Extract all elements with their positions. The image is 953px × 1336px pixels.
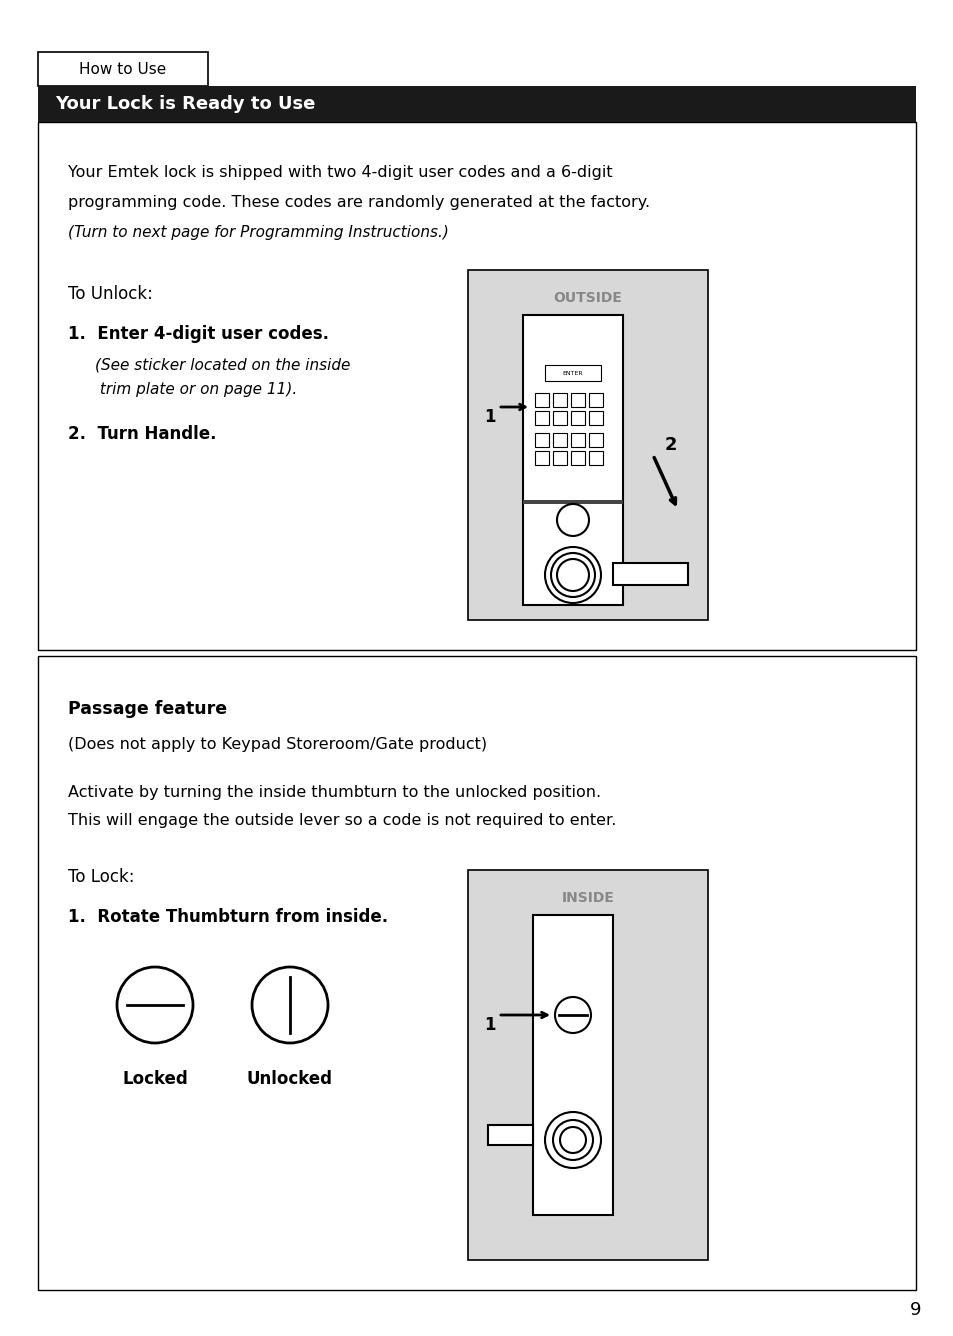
Text: OUTSIDE: OUTSIDE	[553, 291, 621, 305]
Circle shape	[252, 967, 328, 1043]
Circle shape	[557, 504, 588, 536]
Bar	[571, 411, 584, 425]
Circle shape	[551, 553, 595, 597]
Text: Activate by turning the inside thumbturn to the unlocked position.: Activate by turning the inside thumbturn…	[68, 786, 600, 800]
Bar	[544, 365, 600, 381]
Bar	[535, 393, 548, 407]
Text: (Turn to next page for Programming Instructions.): (Turn to next page for Programming Instr…	[68, 224, 449, 240]
Circle shape	[559, 1128, 585, 1153]
Bar	[522, 315, 622, 605]
Bar	[38, 656, 915, 1291]
Bar	[553, 433, 566, 448]
Text: To Unlock:: To Unlock:	[68, 285, 152, 303]
Text: 1: 1	[484, 407, 496, 426]
Bar	[571, 393, 584, 407]
Bar	[488, 1125, 533, 1145]
Bar	[553, 452, 566, 465]
Text: Locked: Locked	[122, 1070, 188, 1088]
Circle shape	[555, 997, 590, 1033]
Text: 1.  Rotate Thumbturn from inside.: 1. Rotate Thumbturn from inside.	[68, 908, 388, 926]
Bar	[613, 562, 687, 585]
Bar	[588, 411, 602, 425]
Bar	[535, 411, 548, 425]
Bar	[571, 452, 584, 465]
Bar	[533, 915, 613, 1214]
Bar	[588, 393, 602, 407]
Bar	[553, 393, 566, 407]
Circle shape	[117, 967, 193, 1043]
Bar	[38, 52, 208, 86]
Text: 2.  Turn Handle.: 2. Turn Handle.	[68, 425, 216, 444]
Text: 9: 9	[909, 1301, 921, 1319]
Text: ENTER: ENTER	[562, 370, 582, 375]
Bar	[468, 870, 707, 1260]
Circle shape	[553, 1120, 593, 1160]
Bar	[38, 86, 915, 122]
Bar	[535, 452, 548, 465]
Text: (See sticker located on the inside: (See sticker located on the inside	[95, 357, 350, 371]
Bar	[522, 500, 622, 504]
Text: To Lock:: To Lock:	[68, 868, 134, 886]
Circle shape	[544, 1112, 600, 1168]
Bar	[588, 452, 602, 465]
Bar	[468, 270, 707, 620]
Circle shape	[557, 558, 588, 591]
Text: (Does not apply to Keypad Storeroom/Gate product): (Does not apply to Keypad Storeroom/Gate…	[68, 737, 487, 752]
Text: INSIDE: INSIDE	[561, 891, 614, 904]
Circle shape	[544, 546, 600, 603]
Bar	[588, 433, 602, 448]
Text: 1.  Enter 4-digit user codes.: 1. Enter 4-digit user codes.	[68, 325, 329, 343]
Bar	[571, 433, 584, 448]
Bar	[553, 411, 566, 425]
Text: Your Emtek lock is shipped with two 4-digit user codes and a 6-digit: Your Emtek lock is shipped with two 4-di…	[68, 166, 612, 180]
Bar	[535, 433, 548, 448]
Text: 1: 1	[484, 1015, 496, 1034]
Text: 2: 2	[664, 436, 677, 454]
Text: Unlocked: Unlocked	[247, 1070, 333, 1088]
Text: Passage feature: Passage feature	[68, 700, 227, 717]
Text: This will engage the outside lever so a code is not required to enter.: This will engage the outside lever so a …	[68, 814, 616, 828]
Bar	[38, 122, 915, 651]
Text: How to Use: How to Use	[79, 61, 167, 76]
Text: trim plate or on page 11).: trim plate or on page 11).	[95, 382, 297, 397]
Text: programming code. These codes are randomly generated at the factory.: programming code. These codes are random…	[68, 195, 649, 210]
Text: Your Lock is Ready to Use: Your Lock is Ready to Use	[55, 95, 315, 114]
